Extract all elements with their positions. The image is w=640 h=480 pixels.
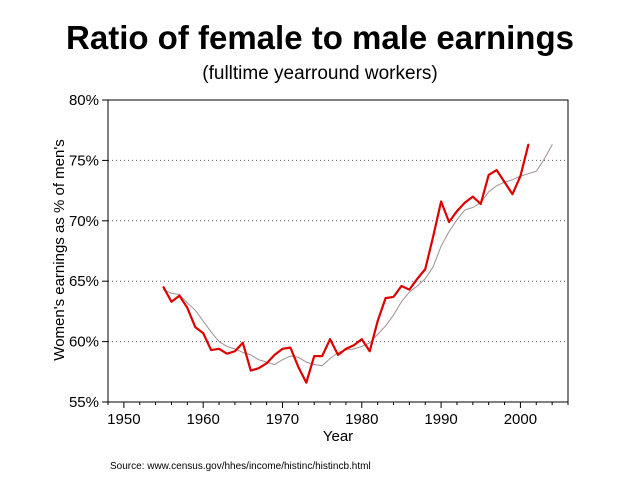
chart-title: Ratio of female to male earnings [66, 19, 574, 56]
series-line-earnings-ratio [162, 143, 530, 384]
x-tick-label: 1970 [266, 411, 299, 428]
series-line-trend [163, 144, 553, 367]
chart-subtitle: (fulltime yearround workers) [202, 63, 438, 84]
plot-frame [107, 99, 569, 403]
source-note: Source: www.census.gov/hhes/income/histi… [110, 461, 371, 472]
x-tick-label: 1960 [186, 411, 219, 428]
x-tick-label: 2000 [504, 411, 537, 428]
y-tick-label: 80% [69, 92, 99, 109]
x-tick-label: 1990 [424, 411, 457, 428]
series-lines [162, 143, 553, 384]
y-axis-label: Women's earnings as % of men's [51, 139, 68, 360]
y-tick-label: 70% [69, 213, 99, 230]
y-tick-label: 55% [69, 394, 99, 411]
y-axis-ticks: 55% 60% 65% 70% 75% 80% [69, 92, 108, 411]
x-tick-label: 1950 [107, 411, 140, 428]
gridlines [108, 159, 568, 343]
x-tick-label: 1980 [345, 411, 378, 428]
y-tick-label: 60% [69, 334, 99, 351]
x-axis-ticks: 1950 1960 1970 1980 1990 2000 [107, 402, 569, 428]
y-tick-label: 65% [69, 273, 99, 290]
y-tick-label: 75% [69, 152, 99, 169]
x-axis-label: Year [323, 428, 353, 445]
